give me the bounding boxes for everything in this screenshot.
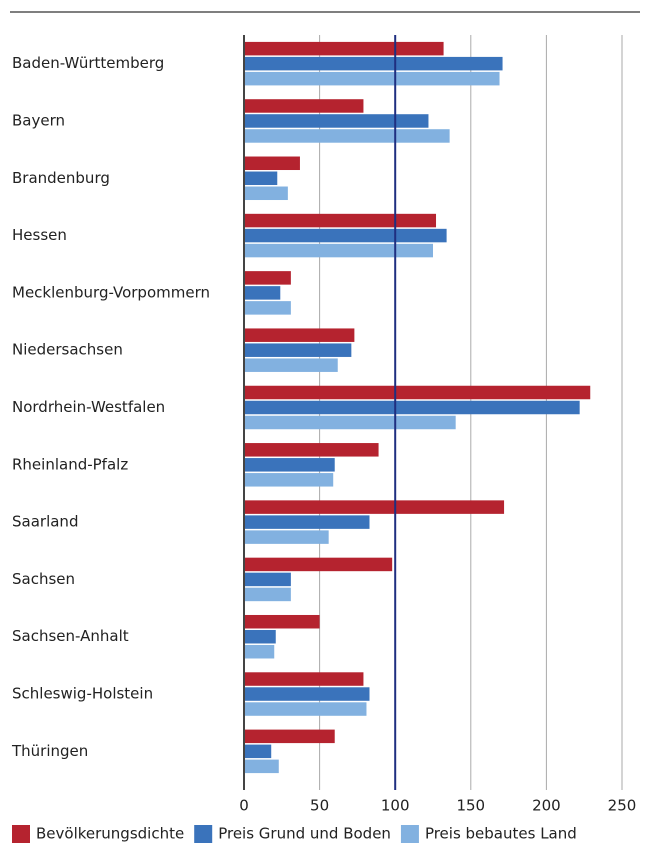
bar	[244, 759, 279, 774]
x-tick-label: 0	[239, 797, 249, 815]
bar	[244, 114, 429, 128]
legend-swatch	[400, 825, 419, 843]
legend-label: Bevölkerungsdichte	[36, 825, 184, 843]
bar	[244, 500, 505, 514]
bar	[244, 572, 291, 587]
y-tick-label: Schleswig-Holstein	[12, 685, 153, 703]
y-tick-label: Niedersachsen	[12, 341, 123, 359]
legend-label: Preis Grund und Boden	[218, 825, 391, 843]
bar	[244, 186, 288, 201]
y-tick-label: Hessen	[12, 226, 67, 244]
bar	[244, 744, 272, 759]
bar	[244, 99, 364, 113]
y-tick-label: Brandenburg	[12, 169, 110, 187]
bar	[244, 587, 291, 602]
bar	[244, 56, 503, 71]
bar	[244, 515, 370, 529]
bar	[244, 458, 335, 472]
y-tick-label: Bayern	[12, 111, 65, 129]
x-tick-label: 150	[456, 797, 485, 815]
bar	[244, 358, 338, 372]
bar	[244, 729, 335, 744]
legend-label: Preis bebautes Land	[425, 825, 577, 843]
bar	[244, 129, 450, 143]
bar	[244, 614, 320, 629]
bar	[244, 443, 379, 457]
bar	[244, 672, 364, 686]
x-tick-label: 200	[532, 797, 561, 815]
bar	[244, 243, 433, 258]
bar	[244, 171, 278, 186]
bar	[244, 687, 370, 701]
y-tick-label: Sachsen	[12, 570, 75, 588]
bar	[244, 328, 355, 342]
y-tick-label: Sachsen-Anhalt	[12, 627, 129, 645]
bar	[244, 557, 393, 572]
bar	[244, 400, 580, 415]
bar	[244, 301, 291, 315]
x-tick-label: 50	[310, 797, 329, 815]
y-tick-label: Rheinland-Pfalz	[12, 455, 128, 473]
bar	[244, 41, 444, 56]
bar	[244, 213, 437, 228]
x-tick-label: 250	[608, 797, 637, 815]
y-tick-label: Thüringen	[11, 742, 88, 760]
bar	[244, 286, 281, 300]
bar	[244, 644, 275, 659]
bar	[244, 156, 300, 171]
bar	[244, 415, 456, 430]
bar	[244, 473, 334, 487]
y-tick-label: Saarland	[12, 513, 78, 531]
bar	[244, 343, 352, 357]
bar	[244, 228, 447, 243]
y-tick-label: Baden-Württemberg	[12, 54, 164, 72]
y-tick-label: Nordrhein-Westfalen	[12, 398, 165, 416]
legend-swatch	[12, 825, 30, 843]
bar	[244, 71, 500, 86]
y-tick-label: Mecklenburg-Vorpommern	[12, 283, 210, 301]
bar	[244, 702, 367, 716]
bar	[244, 629, 276, 644]
legend-swatch	[194, 825, 213, 843]
bar	[244, 385, 591, 400]
bar	[244, 530, 329, 544]
bar	[244, 271, 291, 285]
x-tick-label: 100	[381, 797, 410, 815]
